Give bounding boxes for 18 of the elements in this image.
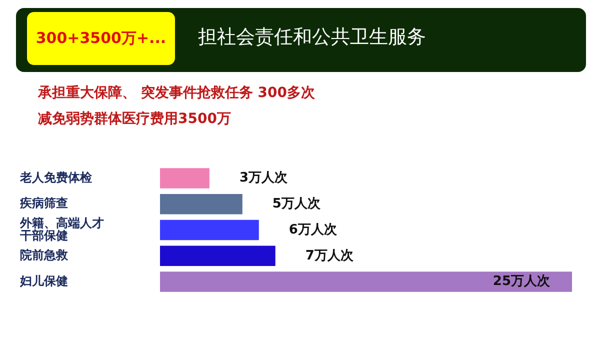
y-tick-label: 院前急救 (20, 248, 69, 262)
chart-subtitle: 300+3500万+... (27, 12, 175, 65)
bar (160, 168, 210, 188)
bar (160, 246, 276, 266)
text: 承担重大保障、 突发事件抢救任务 300多次 (38, 84, 315, 103)
chart-title: 担社会责任和公共卫生服务 (198, 25, 426, 50)
bar (160, 272, 572, 292)
data-label: 7万人次 (305, 248, 354, 264)
bar (160, 194, 242, 214)
text: 减免弱势群体医疗费用3500万 (38, 110, 232, 129)
data-label: 3万人次 (239, 170, 288, 186)
data-label: 6万人次 (288, 222, 338, 238)
y-tick-label: 老人免费体检 (19, 170, 93, 184)
y-tick-label: 外籍、高端人才干部保健 (19, 216, 104, 242)
y-tick-label: 疾病筛查 (19, 196, 68, 210)
data-label: 5万人次 (272, 196, 322, 212)
data-label: 25万人次 (492, 274, 551, 290)
bar (160, 220, 259, 240)
